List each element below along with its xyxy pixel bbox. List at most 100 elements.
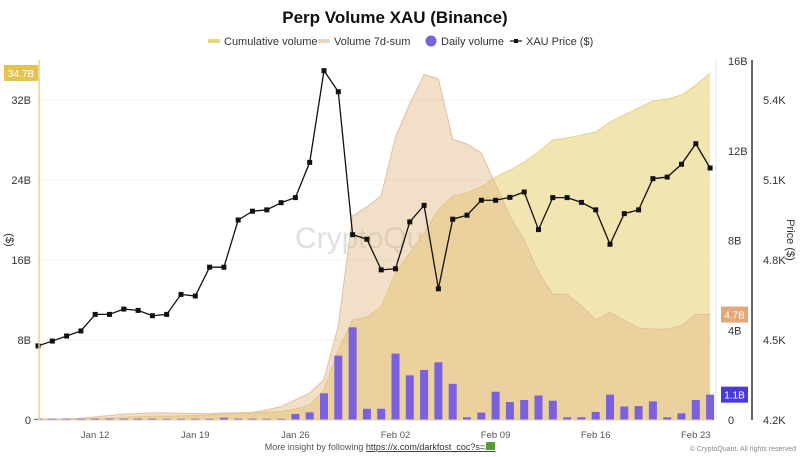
price-point: [192, 293, 198, 299]
daily-volume-bar: [191, 418, 200, 420]
daily-volume-bar: [248, 418, 257, 420]
daily-volume-bar: [563, 417, 572, 420]
price-point: [378, 267, 384, 273]
footer-link[interactable]: https://x.com/darkfost_coc?s=21: [366, 442, 495, 452]
x-tick-label: Jan 26: [281, 430, 310, 441]
daily-volume-bar: [377, 408, 386, 420]
price-point: [636, 207, 642, 213]
price-point: [207, 264, 213, 270]
daily-volume-bar: [548, 400, 557, 420]
areas: [38, 72, 711, 421]
price-point: [421, 202, 427, 208]
daily-volume-bar: [405, 375, 414, 420]
price-point: [292, 195, 298, 201]
left-tick-label: 24B: [11, 175, 31, 187]
chart-title: Perp Volume XAU (Binance): [282, 8, 507, 27]
daily-volume-bar: [534, 395, 543, 420]
copyright: © CryptoQuant. All rights reserved: [690, 445, 796, 453]
cumulative-volume-line: [38, 72, 711, 421]
daily-volume-bar: [362, 408, 371, 420]
price-point: [264, 207, 270, 213]
price-point: [235, 217, 241, 223]
price-point: [135, 307, 141, 313]
legend-item-label: XAU Price ($): [526, 36, 593, 48]
right-tick-label: 4.5K: [763, 335, 786, 347]
price-point: [107, 311, 112, 317]
middle-tick-label: 12B: [728, 146, 748, 158]
price-point: [92, 311, 98, 317]
x-tick-label: Feb 23: [681, 430, 711, 441]
daily-volume-bar: [620, 406, 629, 420]
middle-value-badge: [721, 306, 748, 323]
daily-volume-bar: [648, 401, 657, 420]
daily-volume-bar: [463, 417, 471, 420]
daily-volume-bar: [348, 327, 357, 420]
price-point: [35, 343, 41, 349]
left-tick-label: 8B: [18, 335, 31, 347]
daily-volume-bar: [134, 418, 143, 420]
daily-volume-bar: [591, 411, 600, 420]
footer-insight: More insight by following https://x.com/…: [265, 442, 495, 452]
price-point: [536, 227, 541, 233]
price-point: [578, 199, 584, 205]
middle-tick-label: 16B: [728, 56, 748, 68]
legend: Cumulative volume Volume 7d-sum Daily volu…: [208, 35, 593, 48]
daily-volume-bar: [219, 417, 228, 420]
price-point: [221, 264, 227, 270]
daily-volume-bar: [477, 412, 486, 420]
daily-volume-bar: [577, 417, 586, 420]
volume-7d-sum-area: [38, 74, 711, 421]
price-point: [78, 328, 84, 334]
price-point: [564, 195, 570, 201]
price-point: [321, 68, 327, 74]
middle-tick-label: 0: [728, 415, 734, 427]
price-point: [707, 165, 713, 171]
daily-volume-bar: [505, 402, 514, 420]
daily-volume-bar: [691, 400, 700, 420]
frog-emoji-icon: [486, 442, 495, 450]
daily-volume-bar: [105, 418, 114, 420]
x-tick-label: Feb 02: [381, 430, 411, 441]
price-point: [335, 89, 341, 95]
daily-volume-bar: [606, 394, 614, 420]
daily-volume-bar: [291, 413, 300, 420]
price-point: [664, 174, 670, 180]
daily-volume-bar: [434, 362, 443, 420]
daily-volume-bar: [205, 418, 214, 420]
legend-item-label: Cumulative volume: [224, 36, 318, 48]
price-point: [307, 159, 313, 165]
daily-volume-bar: [663, 417, 672, 420]
right-tick-label: 5.1K: [763, 175, 786, 187]
price-point: [49, 338, 55, 344]
daily-volume-bar: [677, 413, 686, 420]
daily-volume-bar: [305, 412, 314, 420]
right-axis-label: Price ($): [784, 219, 796, 261]
price-point: [64, 333, 70, 339]
middle-value-badge: [721, 386, 748, 403]
daily-volume-bar: [148, 418, 157, 420]
cumulative-value-badge-text: 34.7B: [8, 69, 34, 80]
price-point: [149, 313, 155, 319]
daily-volume-bar: [420, 369, 429, 420]
price-point: [550, 195, 556, 201]
legend-item-label: Volume 7d-sum: [334, 36, 410, 48]
left-axis-label: ($): [3, 233, 15, 246]
daily-volume-bar: [320, 393, 328, 420]
price-point: [364, 236, 370, 242]
price-point: [621, 211, 627, 217]
price-point: [464, 212, 470, 218]
right-tick-label: 4.2K: [763, 415, 786, 427]
right-tick-label: 4.8K: [763, 255, 786, 267]
cumulative-value-badge: [4, 65, 38, 81]
legend-price-marker: [514, 39, 518, 43]
price-point: [693, 141, 699, 147]
x-tick-label: Feb 16: [581, 430, 611, 441]
price-point: [178, 291, 184, 297]
price-point: [450, 216, 456, 222]
price-point: [164, 311, 170, 317]
daily-volume-bar: [491, 391, 500, 420]
daily-volume-bar: [62, 418, 71, 420]
axes: 0 8B 16B 24B 32B 0 4B 8B 12B 16B 4.2K 4.5K 4.8K 5.1K 5…: [4, 56, 786, 441]
price-point: [521, 189, 527, 195]
price-point: [478, 197, 484, 203]
